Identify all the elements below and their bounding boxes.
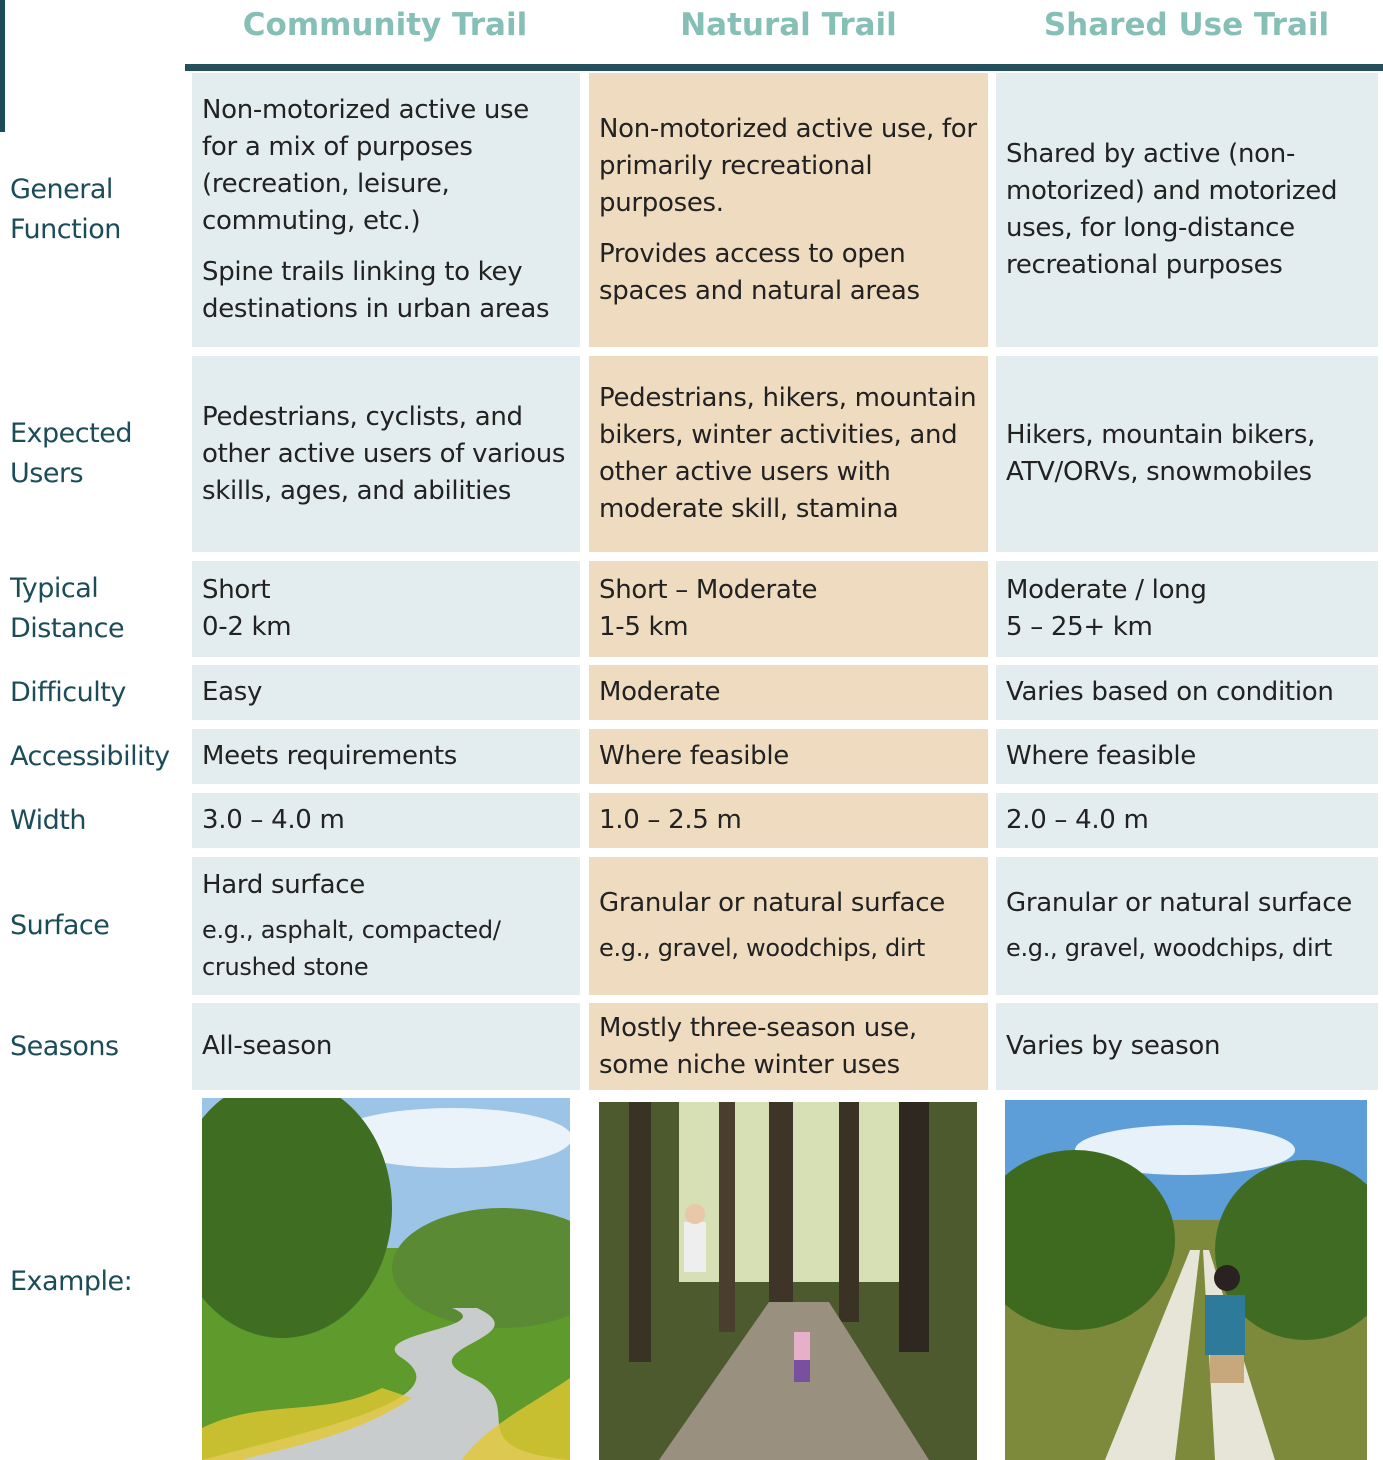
row-label: General Function (10, 174, 121, 245)
cell-text: Moderate / long (1006, 575, 1207, 605)
cell-text: Non-motorized active use for a mix of pu… (202, 95, 529, 236)
cell-text: Granular or natural surface (599, 888, 945, 918)
cell-text: Meets requirements (202, 741, 458, 771)
cell-text: Spine trails linking to key destinations… (202, 257, 550, 324)
table-cell: Moderate (589, 665, 988, 720)
cell-text: Shared by active (non-motorized) and mot… (1006, 139, 1338, 280)
cell-text: Hikers, mountain bikers, ATV/ORVs, snowm… (1006, 420, 1316, 487)
table-cell: Granular or natural surface e.g., gravel,… (996, 857, 1378, 995)
table-cell: Varies based on condition (996, 665, 1378, 720)
column-header: Community Trail (242, 7, 528, 43)
cell-text: 1-5 km (599, 612, 689, 642)
cell-text: 0-2 km (202, 612, 292, 642)
table-cell: Varies by season (996, 1003, 1378, 1090)
table-cell: All-season (192, 1003, 580, 1090)
cell-text: 5 – 25+ km (1006, 612, 1153, 642)
side-rule (0, 0, 5, 132)
cell-text: Mostly three-season use, some niche wint… (599, 1012, 917, 1080)
table-cell: Granular or natural surface e.g., gravel,… (589, 857, 988, 995)
table-cell: Shared by active (non-motorized) and mot… (996, 73, 1378, 347)
column-header: Shared Use Trail (1043, 7, 1330, 43)
table-cell: Easy (192, 665, 580, 720)
cell-text: Granular or natural surface (1006, 888, 1352, 918)
cell-text: Moderate (599, 677, 721, 707)
cell-text: Hard surface (202, 869, 365, 900)
photo (202, 1098, 570, 1460)
cell-text: Varies based on condition (1006, 677, 1334, 707)
cell-text: 3.0 – 4.0 m (202, 805, 345, 835)
table-cell: 3.0 – 4.0 m (192, 793, 580, 848)
cell-text: Pedestrians, hikers, mountain bikers, wi… (599, 383, 977, 524)
row-label: Typical Distance (10, 573, 125, 644)
cell-text: Where feasible (599, 741, 789, 771)
table-cell: Pedestrians, hikers, mountain bikers, wi… (589, 356, 988, 552)
table-cell: Where feasible (589, 729, 988, 784)
row-label: Difficulty (10, 676, 126, 708)
row-label: Seasons (10, 1030, 119, 1062)
table-cell: Where feasible (996, 729, 1378, 784)
table-cell: 2.0 – 4.0 m (996, 793, 1378, 848)
table-cell: Short 0-2 km (192, 561, 580, 657)
cell-text: Pedestrians, cyclists, and other active … (202, 401, 566, 506)
cell-text: Short – Moderate (599, 575, 818, 605)
table-cell: Pedestrians, cyclists, and other active … (192, 356, 580, 552)
cell-text: Where feasible (1006, 741, 1196, 771)
table-cell: Short – Moderate 1-5 km (589, 561, 988, 657)
column-header: Natural Trail (680, 7, 897, 43)
cell-text: e.g., gravel, woodchips, dirt (1006, 934, 1332, 962)
row-label: Surface (10, 910, 110, 941)
row-label: Example: (10, 1266, 133, 1297)
cell-text: e.g., gravel, woodchips, dirt (599, 934, 925, 962)
cell-text: Varies by season (1006, 1031, 1221, 1061)
table-cell: Hikers, mountain bikers, ATV/ORVs, snowm… (996, 356, 1378, 552)
table-cell: Non-motorized active use for a mix of pu… (192, 73, 580, 347)
cell-text: Short (202, 575, 271, 605)
cell-text: All-season (202, 1031, 333, 1061)
table-cell: Hard surface e.g., asphalt, compacted/ cr… (192, 857, 580, 995)
table-cell: Mostly three-season use, some niche wint… (589, 1003, 988, 1090)
row-label: Expected Users (10, 418, 132, 489)
table-cell: Moderate / long 5 – 25+ km (996, 561, 1378, 657)
cell-text: Provides access to open spaces and natur… (599, 238, 920, 306)
cell-text: Easy (202, 677, 263, 707)
row-label: Width (10, 804, 86, 836)
cell-text: e.g., asphalt, compacted/ crushed stone (202, 915, 501, 981)
photo (599, 1102, 977, 1460)
table-cell: Meets requirements (192, 729, 580, 784)
header-rule (185, 64, 1383, 71)
row-label: Accessibility (10, 740, 170, 772)
photo (1005, 1100, 1367, 1460)
cell-text: 1.0 – 2.5 m (599, 805, 742, 835)
cell-text: Non-motorized active use, for primarily … (599, 113, 977, 218)
table-cell: 1.0 – 2.5 m (589, 793, 988, 848)
table-cell: Non-motorized active use, for primarily … (589, 73, 988, 347)
cell-text: 2.0 – 4.0 m (1006, 805, 1149, 835)
